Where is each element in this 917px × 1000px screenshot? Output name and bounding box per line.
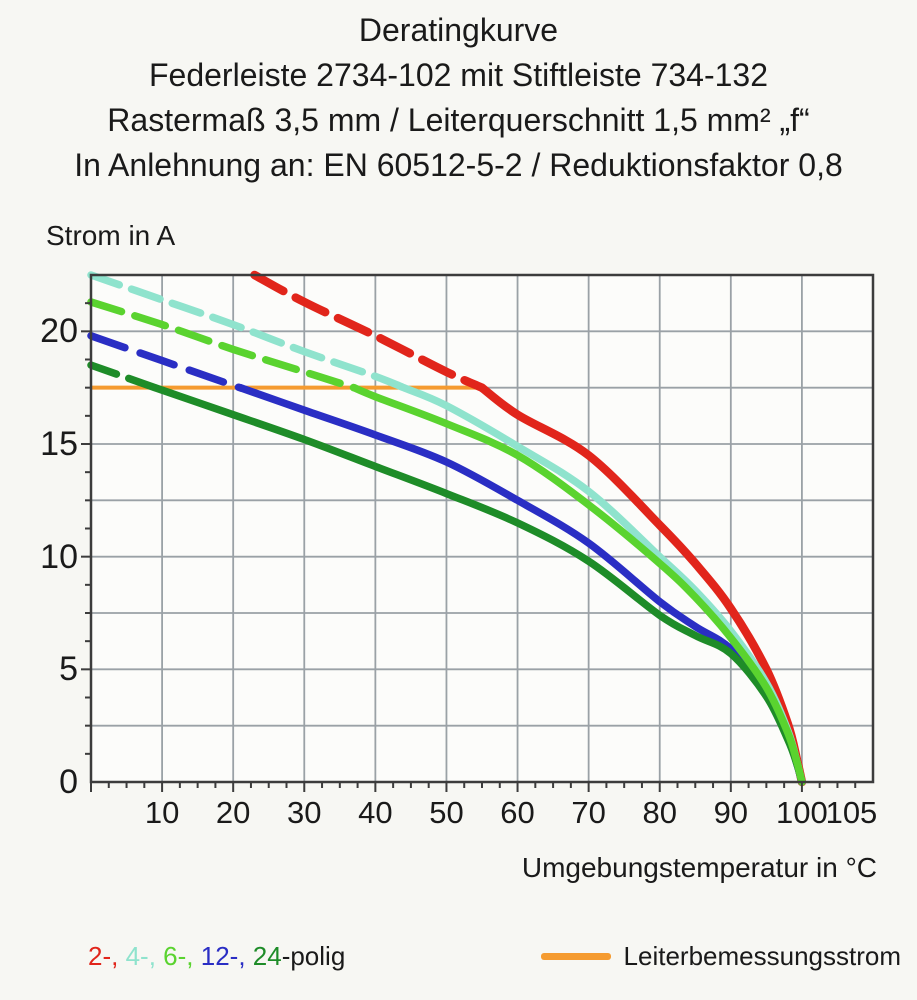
poles-legend-item: 4-, — [125, 941, 164, 971]
y-tick-label-20: 20 — [40, 312, 78, 351]
chart-title-block: Deratingkurve Federleiste 2734-102 mit S… — [0, 8, 917, 188]
x-tick-label-105: 105 — [825, 795, 878, 830]
title-line-2: Federleiste 2734-102 mit Stiftleiste 734… — [148, 57, 768, 93]
x-tick-label-20: 20 — [215, 795, 251, 830]
x-tick-label-100: 100 — [776, 795, 828, 830]
x-tick-label-10: 10 — [144, 795, 180, 830]
y-tick-label-15: 15 — [40, 425, 78, 463]
title-line-1: Deratingkurve — [358, 12, 559, 48]
x-tick-label-90: 90 — [713, 795, 749, 830]
poles-legend: 2-, 4-, 6-, 12-, 24-polig — [88, 936, 345, 976]
x-tick-label-50: 50 — [429, 795, 464, 830]
y-tick-label-5: 5 — [59, 650, 78, 689]
x-tick-label-30: 30 — [287, 795, 322, 830]
poles-legend-item: -polig — [281, 941, 346, 971]
title-line-3: Rastermaß 3,5 mm / Leiterquerschnitt 1,5… — [107, 102, 810, 138]
x-tick-label-80: 80 — [642, 795, 677, 830]
y-tick-label-0: 0 — [59, 763, 78, 801]
rated-current-line-swatch — [540, 952, 611, 960]
x-tick-label-70: 70 — [571, 795, 606, 830]
x-axis-title: Umgebungstemperatur in °C — [521, 852, 877, 883]
title-line-4: In Anlehnung an: EN 60512-5-2 / Reduktio… — [74, 147, 843, 183]
rated-current-label: Leiterbemessungsstrom — [623, 940, 901, 971]
rated-current-legend: Leiterbemessungsstrom — [540, 936, 901, 976]
y-axis-title: Strom in A — [46, 220, 176, 251]
poles-legend-item: 12-, — [200, 941, 253, 971]
y-tick-label-10: 10 — [40, 537, 78, 576]
poles-legend-item: 2-, — [88, 941, 126, 971]
poles-legend-item: 24 — [252, 941, 282, 971]
poles-legend-item: 6-, — [163, 941, 201, 971]
legend-row: 2-, 4-, 6-, 12-, 24-polig Leiterbemessun… — [0, 936, 917, 982]
x-tick-label-40: 40 — [358, 795, 393, 830]
x-tick-label-60: 60 — [500, 795, 535, 830]
